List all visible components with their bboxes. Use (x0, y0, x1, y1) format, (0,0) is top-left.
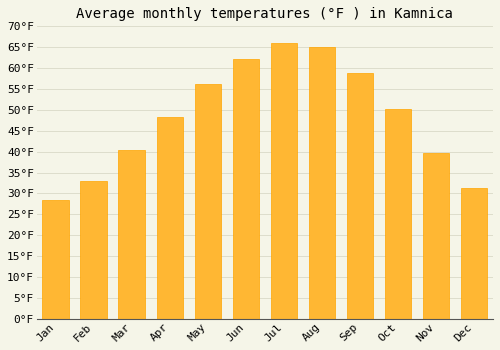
Bar (118, 150, 145, 319)
Bar (308, 47, 335, 319)
Bar (422, 153, 450, 319)
Title: Average monthly temperatures (°F ) in Kamnica: Average monthly temperatures (°F ) in Ka… (76, 7, 454, 21)
Bar (270, 43, 297, 319)
Bar (42, 200, 69, 319)
Bar (232, 59, 259, 319)
Bar (384, 109, 411, 319)
Bar (80, 181, 107, 319)
Bar (346, 73, 374, 319)
Bar (156, 117, 183, 319)
Bar (460, 188, 487, 319)
Bar (194, 84, 221, 319)
